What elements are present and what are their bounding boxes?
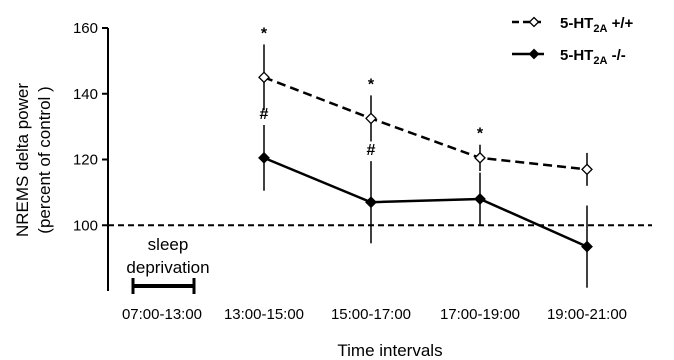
series-2: ##: [258, 106, 593, 288]
significance-hash: #: [260, 106, 269, 123]
x-tick-label: 13:00-15:00: [224, 306, 304, 323]
y-axis-title-line1: NREMS delta power: [13, 83, 32, 237]
sleep-deprivation-label-line2: deprivation: [126, 258, 209, 277]
y-axis-title-line2: (percent of control ): [35, 86, 54, 233]
x-tick-label: 07:00-13:00: [122, 306, 202, 323]
significance-star: *: [477, 126, 484, 143]
y-tick-label: 100: [73, 217, 98, 234]
x-tick-label: 17:00-19:00: [440, 306, 520, 323]
legend-label-main: 5-HT: [560, 47, 593, 64]
sleep-deprivation-group: sleep deprivation: [126, 235, 210, 294]
data-point-marker: [258, 151, 270, 164]
y-tick-label: 140: [73, 86, 98, 103]
legend-marker-sample: [528, 16, 540, 28]
series-line: [263, 76, 588, 171]
x-tick-label: 15:00-17:00: [331, 306, 411, 323]
legend-label-subscript: 2A: [593, 23, 607, 35]
data-point-marker: [581, 240, 593, 253]
series-1: * * *: [258, 25, 593, 186]
legend-label-suffix: -/-: [607, 47, 625, 64]
significance-star: *: [261, 25, 268, 42]
series-line: [263, 156, 588, 248]
legend-label: 5-HT2A +/+: [560, 15, 634, 35]
significance-hash: #: [367, 142, 376, 159]
x-tick-label: 19:00-21:00: [547, 306, 627, 323]
legend-label: 5-HT2A -/-: [560, 47, 626, 67]
legend: 5-HT2A +/+5-HT2A -/-: [512, 15, 634, 67]
x-axis-title: Time intervals: [337, 341, 442, 360]
legend-item-2: 5-HT2A -/-: [512, 47, 626, 67]
series-group: ***##: [258, 25, 593, 288]
data-point-marker: [474, 193, 486, 205]
legend-label-suffix: +/+: [607, 15, 633, 32]
y-tick-label: 120: [73, 152, 98, 169]
axes: 100 120 140 160 07:00-13:00 13:00-15:00 15:00-…: [13, 20, 627, 360]
legend-marker-sample: [528, 48, 540, 60]
legend-label-main: 5-HT: [560, 15, 593, 32]
y-tick-label: 160: [73, 20, 98, 37]
data-point-marker: [365, 196, 377, 209]
data-point-marker: [258, 71, 270, 84]
data-point-marker: [365, 112, 377, 125]
significance-star: *: [368, 76, 375, 93]
legend-label-subscript: 2A: [593, 55, 607, 67]
data-point-marker: [581, 163, 593, 176]
legend-item-1: 5-HT2A +/+: [512, 15, 634, 35]
data-point-marker: [474, 151, 486, 164]
sleep-deprivation-label-line1: sleep: [148, 235, 189, 254]
